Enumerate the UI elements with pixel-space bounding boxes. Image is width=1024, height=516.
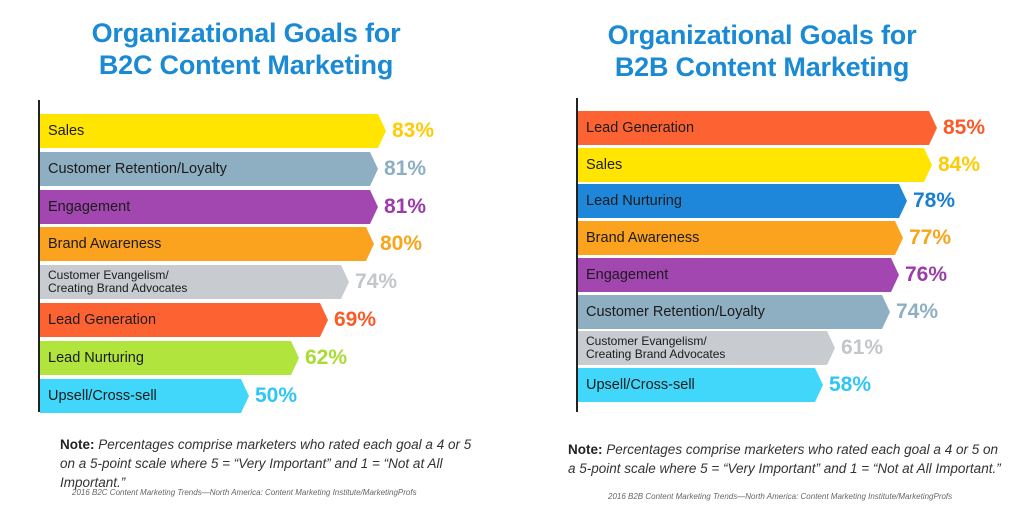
b2c-bar — [40, 379, 249, 413]
b2b-value-label: 74% — [896, 300, 939, 323]
b2c-bar — [40, 303, 328, 337]
b2b-bar — [578, 331, 835, 365]
b2c-category-label: Customer Evangelism/ Creating Brand Advo… — [48, 268, 188, 295]
b2c-category-label: Engagement — [48, 199, 131, 215]
b2c-value-label: 81% — [384, 157, 427, 180]
b2b-chart-title: Organizational Goals for B2B Content Mar… — [506, 19, 1018, 83]
b2c-title-line-1: Organizational Goals for — [91, 18, 401, 48]
b2c-value-label: 80% — [380, 232, 423, 255]
b2c-note: Note: Percentages comprise marketers who… — [60, 435, 480, 492]
b2b-category-label: Lead Generation — [586, 120, 695, 136]
b2c-bar — [40, 341, 299, 375]
b2b-bar-row: Engagement 76% — [578, 258, 969, 292]
b2b-note-label: Note: — [568, 442, 603, 457]
b2c-bar-shape — [40, 190, 378, 224]
b2c-bar-row: Upsell/Cross-sell 50% — [40, 379, 319, 413]
b2c-bar-shape — [40, 114, 386, 148]
b2b-bar-shape — [578, 111, 937, 145]
b2c-y-axis — [38, 100, 40, 412]
b2b-category-label: Brand Awareness — [586, 230, 700, 246]
b2b-bar-shape — [578, 184, 907, 218]
b2c-bar-shape — [40, 227, 374, 261]
b2b-category-label: Customer Retention/Loyalty — [586, 304, 765, 320]
b2b-category-label: Customer Evangelism/ Creating Brand Advo… — [586, 334, 726, 361]
b2c-bar — [40, 190, 378, 224]
b2c-bar-shape — [40, 379, 249, 413]
b2b-bar — [578, 258, 899, 292]
b2b-bar-row: Lead Generation 85% — [578, 111, 1007, 145]
b2c-title-line-2: B2C Content Marketing — [98, 50, 394, 80]
b2b-bar — [578, 111, 937, 145]
b2c-value-label: 81% — [384, 195, 427, 218]
b2b-value-label: 77% — [909, 226, 952, 249]
b2b-bar-row: Sales 84% — [578, 148, 1002, 182]
b2b-bar — [578, 221, 903, 255]
b2b-category-label: Upsell/Cross-sell — [586, 377, 695, 393]
b2c-bar-shape — [40, 265, 349, 299]
b2b-bar-shape — [578, 148, 932, 182]
b2b-category-label: Lead Nurturing — [586, 193, 682, 209]
b2c-bar-row: Engagement 81% — [40, 190, 448, 224]
b2b-value-label: 78% — [913, 189, 956, 212]
b2c-bar-row: Brand Awareness 80% — [40, 227, 444, 261]
b2b-bar-shape — [578, 331, 835, 365]
b2b-value-label: 84% — [938, 153, 981, 176]
b2c-category-label: Lead Nurturing — [48, 350, 144, 366]
b2c-bar-row: Sales 83% — [40, 114, 456, 148]
b2b-bar-row: Brand Awareness 77% — [578, 221, 973, 255]
b2b-bar-shape — [578, 368, 823, 402]
b2c-bar — [40, 114, 386, 148]
b2c-bar-row: Customer Evangelism/ Creating Brand Advo… — [40, 265, 419, 299]
b2c-bar-row: Lead Nurturing 62% — [40, 341, 369, 375]
b2b-bar-row: Customer Retention/Loyalty 74% — [578, 295, 960, 329]
b2b-note-text: Percentages comprise marketers who rated… — [568, 442, 1001, 476]
b2b-bar — [578, 368, 823, 402]
b2c-value-label: 74% — [355, 270, 398, 293]
b2c-value-label: 83% — [392, 119, 435, 142]
b2c-category-label: Lead Generation — [48, 312, 157, 328]
b2c-bar — [40, 152, 378, 186]
b2b-y-axis — [576, 98, 578, 412]
b2b-bar — [578, 184, 907, 218]
b2c-category-label: Brand Awareness — [48, 236, 162, 252]
b2b-bar — [578, 295, 890, 329]
b2b-value-label: 76% — [905, 263, 948, 286]
b2c-bar — [40, 265, 349, 299]
b2c-bar-row: Customer Retention/Loyalty 81% — [40, 152, 448, 186]
b2c-category-label: Customer Retention/Loyalty — [48, 161, 227, 177]
b2b-value-label: 58% — [829, 373, 872, 396]
b2c-source: 2016 B2C Content Marketing Trends—North … — [72, 488, 417, 497]
b2c-note-text: Percentages comprise marketers who rated… — [60, 437, 472, 490]
b2b-bar-shape — [578, 295, 890, 329]
b2c-bar-row: Lead Generation 69% — [40, 303, 398, 337]
b2c-value-label: 69% — [334, 308, 377, 331]
b2b-chart-panel: Organizational Goals for B2B Content Mar… — [512, 0, 1024, 516]
b2b-bar-shape — [578, 221, 903, 255]
b2b-bar-row: Customer Evangelism/ Creating Brand Advo… — [578, 331, 905, 365]
b2c-value-label: 62% — [305, 346, 348, 369]
b2b-bar-row: Upsell/Cross-sell 58% — [578, 368, 893, 402]
b2b-source: 2016 B2B Content Marketing Trends—North … — [608, 492, 953, 501]
b2c-note-label: Note: — [60, 437, 95, 452]
b2b-bar-shape — [578, 258, 899, 292]
b2c-bar-shape — [40, 341, 299, 375]
b2c-bar-shape — [40, 152, 378, 186]
b2c-chart-panel: Organizational Goals for B2C Content Mar… — [0, 17, 502, 497]
b2b-title-line-2: B2B Content Marketing — [614, 52, 910, 82]
b2c-chart-title: Organizational Goals for B2C Content Mar… — [0, 17, 502, 81]
b2b-value-label: 85% — [943, 116, 986, 139]
b2c-value-label: 50% — [255, 384, 298, 407]
b2b-bar-row: Lead Nurturing 78% — [578, 184, 977, 218]
b2b-bar — [578, 148, 932, 182]
b2c-category-label: Sales — [48, 123, 85, 139]
b2c-category-label: Upsell/Cross-sell — [48, 388, 157, 404]
b2b-category-label: Engagement — [586, 267, 669, 283]
b2b-category-label: Sales — [586, 157, 623, 173]
b2b-title-line-1: Organizational Goals for — [607, 20, 917, 50]
b2b-value-label: 61% — [841, 336, 884, 359]
b2b-note: Note: Percentages comprise marketers who… — [568, 440, 1008, 478]
b2c-bar-shape — [40, 303, 328, 337]
b2c-bar — [40, 227, 374, 261]
